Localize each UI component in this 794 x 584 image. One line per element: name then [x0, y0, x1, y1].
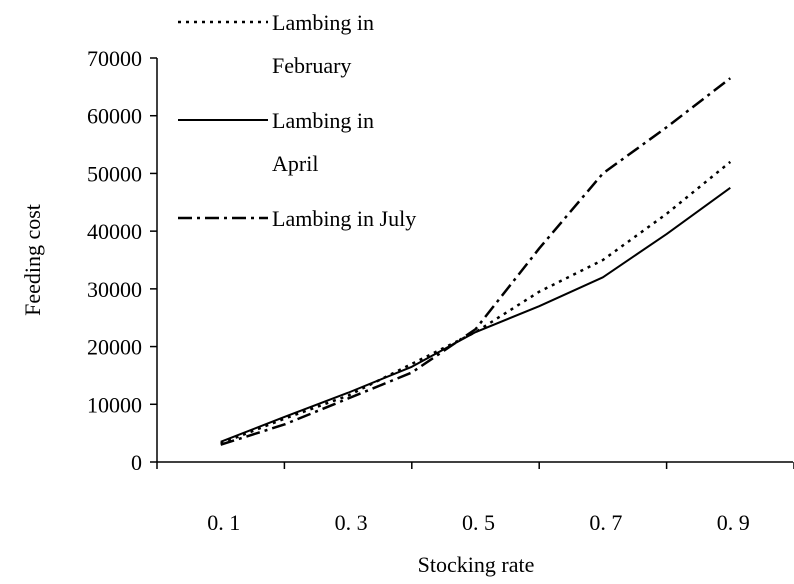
x-tick-label: 0. 7	[589, 510, 622, 535]
y-tick-label: 60000	[87, 104, 142, 129]
y-tick-label: 50000	[87, 161, 142, 186]
legend-label-1: February	[272, 53, 351, 78]
y-axis-title: Feeding cost	[20, 204, 45, 316]
x-axis-title: Stocking rate	[418, 552, 535, 577]
chart-axes: 0 10000 20000 30000 40000 50000 60000 70000 0. …	[87, 46, 794, 535]
x-tick-label: 0. 9	[717, 510, 750, 535]
y-tick-label: 20000	[87, 335, 142, 360]
x-tick-label: 0. 1	[207, 510, 240, 535]
legend: Lambing in February Lambing in April Lambing…	[178, 10, 416, 231]
legend-label-3: Lambing in July	[272, 206, 416, 231]
series-line-1	[220, 160, 732, 445]
y-tick-label: 70000	[87, 46, 142, 71]
legend-label-1: Lambing in	[272, 10, 374, 35]
x-tick-label: 0. 3	[335, 510, 368, 535]
y-tick-label: 10000	[87, 392, 142, 417]
series-line-3	[220, 77, 732, 446]
x-ticks: 0. 1 0. 3 0. 5 0. 7 0. 9	[156, 462, 794, 535]
y-ticks: 0 10000 20000 30000 40000 50000 60000 70000	[87, 46, 157, 475]
series-line-2	[220, 187, 731, 443]
y-tick-label: 40000	[87, 219, 142, 244]
x-tick-label: 0. 5	[462, 510, 495, 535]
plot-lines	[220, 77, 732, 446]
y-tick-label: 30000	[87, 277, 142, 302]
y-tick-label: 0	[131, 450, 142, 475]
legend-label-2: Lambing in	[272, 108, 374, 133]
legend-label-2: April	[272, 151, 318, 176]
